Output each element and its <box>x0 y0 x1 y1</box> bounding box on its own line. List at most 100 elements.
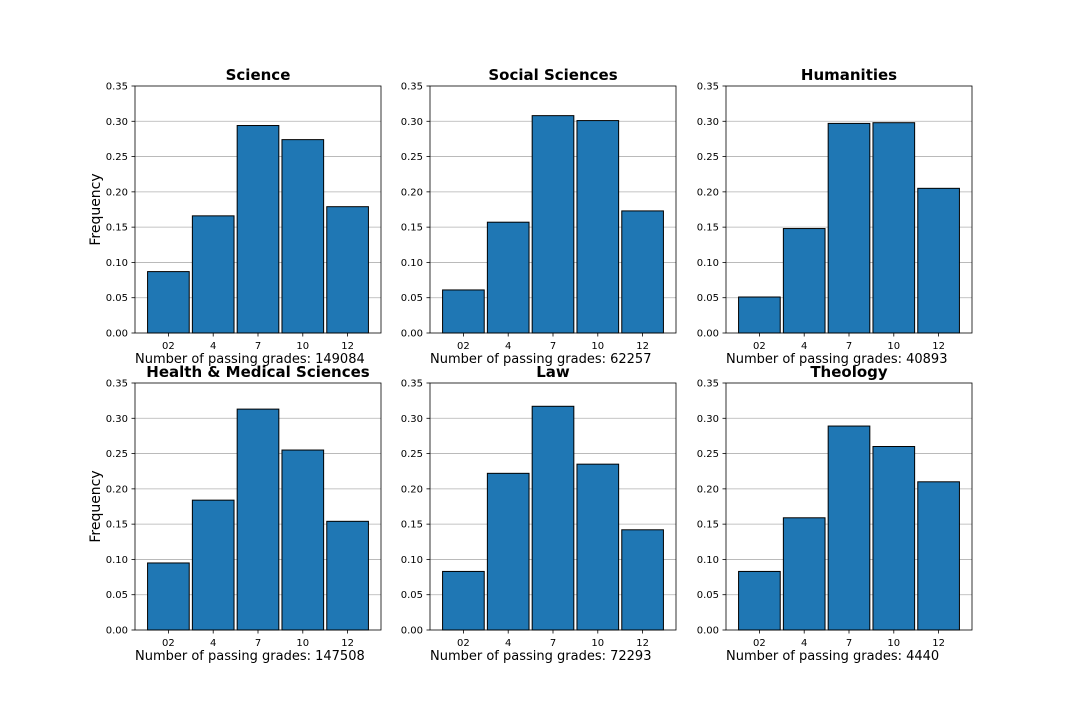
axes-frame <box>725 85 973 334</box>
bar <box>782 517 826 631</box>
y-tick-label: 0.25 <box>697 152 719 163</box>
y-tick-label: 0.30 <box>401 117 423 128</box>
y-tick-label: 0.30 <box>106 117 128 128</box>
y-tick-label: 0.00 <box>697 329 719 340</box>
x-tick-label: 02 <box>457 341 470 352</box>
subplot-3: 02 4 7 10 12 0.00 0.05 0.10 0.15 0.20 0.25 0.30 0.35… <box>697 66 973 367</box>
x-tick-label: 7 <box>255 638 261 649</box>
x-axis-label: Number of passing grades: 40893 <box>726 352 947 367</box>
bar <box>281 139 325 334</box>
bar <box>917 481 960 631</box>
subplot-title: Law <box>536 363 570 381</box>
x-tick-label: 4 <box>210 638 216 649</box>
x-tick-label: 10 <box>591 638 604 649</box>
y-tick-label: 0.05 <box>697 590 719 601</box>
y-tick-label: 0.00 <box>401 626 423 637</box>
y-tick-label: 0.25 <box>106 449 128 460</box>
bar <box>191 215 235 334</box>
y-tick-label: 0.00 <box>697 626 719 637</box>
bar <box>531 405 575 631</box>
y-tick-label: 0.10 <box>697 258 719 269</box>
subplot-title: Theology <box>810 363 888 381</box>
y-tick-label: 0.05 <box>106 293 128 304</box>
y-tick-label: 0.35 <box>697 379 719 390</box>
x-tick-label: 02 <box>457 638 470 649</box>
y-tick-label: 0.20 <box>697 187 719 198</box>
bar <box>236 408 280 631</box>
x-axis-label: Number of passing grades: 147508 <box>135 649 365 664</box>
y-tick-label: 0.15 <box>401 223 423 234</box>
bar <box>236 125 280 334</box>
bar <box>281 449 325 631</box>
x-tick-label: 12 <box>932 638 945 649</box>
y-tick-label: 0.00 <box>401 329 423 340</box>
bar <box>827 425 871 631</box>
y-tick-label: 0.35 <box>106 379 128 390</box>
y-tick-label: 0.30 <box>697 414 719 425</box>
bar <box>872 446 916 631</box>
x-tick-label: 02 <box>162 341 175 352</box>
x-tick-label: 10 <box>591 341 604 352</box>
y-tick-label: 0.10 <box>106 258 128 269</box>
y-tick-label: 0.30 <box>106 414 128 425</box>
x-tick-label: 4 <box>210 341 216 352</box>
y-tick-label: 0.10 <box>401 555 423 566</box>
x-tick-label: 10 <box>296 638 309 649</box>
subplot-title: Science <box>226 66 291 84</box>
y-tick-label: 0.15 <box>401 520 423 531</box>
y-tick-label: 0.20 <box>697 484 719 495</box>
subplot-4: 02 4 7 10 12 0.00 0.05 0.10 0.15 0.20 0.25 0.30 0.35… <box>88 363 382 664</box>
bar <box>621 210 664 334</box>
y-tick-label: 0.25 <box>697 449 719 460</box>
y-tick-label: 0.10 <box>401 258 423 269</box>
axes-frame <box>725 382 973 631</box>
y-tick-label: 0.00 <box>106 329 128 340</box>
y-tick-label: 0.05 <box>106 590 128 601</box>
y-tick-label: 0.25 <box>401 449 423 460</box>
x-tick-label: 7 <box>846 638 852 649</box>
axes-frame <box>429 85 677 334</box>
bar <box>872 122 916 334</box>
x-tick-label: 4 <box>801 638 807 649</box>
x-axis-label: Number of passing grades: 4440 <box>726 649 939 664</box>
y-tick-label: 0.05 <box>401 293 423 304</box>
subplot-6: 02 4 7 10 12 0.00 0.05 0.10 0.15 0.20 0.25 0.30 0.35… <box>697 363 973 664</box>
y-tick-label: 0.25 <box>106 152 128 163</box>
bar <box>576 463 620 631</box>
axes-frame <box>134 382 382 631</box>
bar <box>531 115 575 334</box>
y-tick-label: 0.35 <box>401 379 423 390</box>
x-tick-label: 02 <box>753 638 766 649</box>
x-axis-label: Number of passing grades: 149084 <box>135 352 365 367</box>
y-tick-label: 0.25 <box>401 152 423 163</box>
y-tick-label: 0.00 <box>106 626 128 637</box>
bar <box>917 187 960 334</box>
y-tick-label: 0.30 <box>401 414 423 425</box>
subplot-2: 02 4 7 10 12 0.00 0.05 0.10 0.15 0.20 0.25 0.30 0.35… <box>401 66 677 367</box>
bar <box>442 289 485 334</box>
y-tick-label: 0.10 <box>106 555 128 566</box>
bar <box>326 520 369 631</box>
bar <box>486 221 530 334</box>
x-tick-label: 12 <box>636 638 649 649</box>
bar <box>486 472 530 631</box>
subplot-title: Humanities <box>801 66 897 84</box>
y-tick-label: 0.20 <box>106 484 128 495</box>
y-tick-label: 0.05 <box>697 293 719 304</box>
x-tick-label: 10 <box>887 638 900 649</box>
bar <box>147 562 190 631</box>
y-tick-label: 0.35 <box>106 82 128 93</box>
y-tick-label: 0.15 <box>697 520 719 531</box>
bar <box>738 296 781 334</box>
x-tick-label: 4 <box>505 638 511 649</box>
bar <box>326 206 369 334</box>
x-tick-label: 12 <box>341 638 354 649</box>
x-tick-label: 4 <box>801 341 807 352</box>
bar <box>147 271 190 334</box>
x-tick-label: 12 <box>932 341 945 352</box>
x-tick-label: 02 <box>162 638 175 649</box>
y-tick-label: 0.35 <box>697 82 719 93</box>
subplot-5: 02 4 7 10 12 0.00 0.05 0.10 0.15 0.20 0.25 0.30 0.35… <box>401 363 677 664</box>
bar <box>576 120 620 334</box>
